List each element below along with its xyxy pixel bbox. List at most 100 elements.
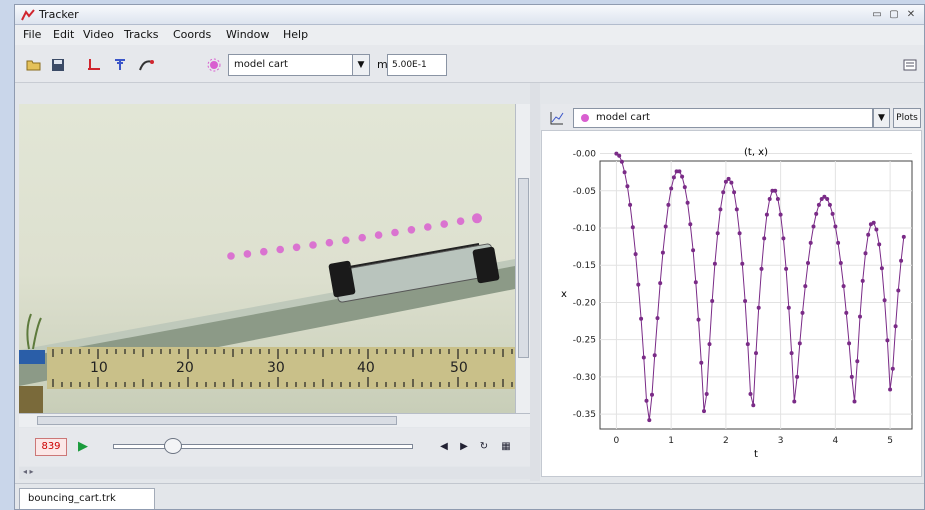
data-point[interactable]: [740, 261, 745, 266]
data-point[interactable]: [784, 266, 789, 271]
frame-slider[interactable]: [113, 444, 413, 449]
frame-counter[interactable]: 839: [35, 438, 67, 456]
data-point[interactable]: [770, 188, 775, 193]
track-selector[interactable]: model cart: [228, 54, 353, 76]
mass-field[interactable]: 5.00E-1: [387, 54, 447, 76]
data-point[interactable]: [778, 212, 783, 217]
data-point[interactable]: [756, 305, 761, 310]
data-point[interactable]: [685, 200, 690, 205]
data-point[interactable]: [715, 231, 720, 236]
data-point[interactable]: [844, 310, 849, 315]
data-point[interactable]: [630, 225, 635, 230]
data-point[interactable]: [789, 351, 794, 356]
video-view[interactable]: 10 20 30 40 50: [19, 104, 515, 413]
data-point[interactable]: [696, 317, 701, 322]
data-point[interactable]: [860, 278, 865, 283]
video-vertical-scrollbar[interactable]: [515, 104, 530, 419]
data-point[interactable]: [625, 184, 630, 189]
data-point[interactable]: [773, 188, 778, 193]
data-point[interactable]: [693, 280, 698, 285]
axes-button[interactable]: [83, 54, 105, 76]
data-point[interactable]: [877, 242, 882, 247]
video-horizontal-scrollbar[interactable]: [19, 413, 530, 427]
data-point[interactable]: [874, 227, 879, 232]
data-point[interactable]: [628, 202, 633, 207]
data-point[interactable]: [677, 169, 682, 174]
data-point[interactable]: [650, 392, 654, 397]
position-time-plot[interactable]: -0.00 -0.05 -0.10 -0.15 -0.20 -0.25 -0.30 -0.35…: [541, 130, 922, 477]
data-point[interactable]: [830, 211, 835, 216]
scrollbar-thumb[interactable]: [37, 416, 397, 425]
data-point[interactable]: [896, 288, 901, 293]
data-point[interactable]: [841, 284, 846, 289]
data-point[interactable]: [636, 282, 641, 287]
notes-button[interactable]: [899, 54, 921, 76]
data-point[interactable]: [619, 159, 624, 164]
data-point[interactable]: [704, 392, 709, 396]
data-point[interactable]: [712, 261, 717, 266]
menu-help[interactable]: Help: [283, 28, 309, 41]
data-point[interactable]: [816, 202, 821, 207]
menu-window[interactable]: Window: [226, 28, 270, 41]
data-point[interactable]: [827, 202, 832, 207]
loop-icon[interactable]: ↻: [479, 441, 489, 452]
data-point[interactable]: [879, 266, 884, 271]
data-point[interactable]: [633, 252, 638, 257]
data-point[interactable]: [808, 240, 813, 245]
data-point[interactable]: [833, 224, 838, 229]
data-point[interactable]: [726, 176, 731, 181]
data-point[interactable]: [852, 399, 857, 404]
data-point[interactable]: [702, 409, 706, 414]
data-point[interactable]: [863, 251, 868, 256]
data-point[interactable]: [803, 284, 808, 289]
step-back-icon[interactable]: ◀: [440, 441, 448, 452]
data-point[interactable]: [858, 314, 862, 319]
data-point[interactable]: [806, 261, 810, 265]
data-point[interactable]: [699, 360, 704, 365]
data-point[interactable]: [795, 374, 800, 379]
data-point[interactable]: [893, 324, 898, 329]
data-point[interactable]: [838, 261, 843, 265]
chevron-down-icon[interactable]: ▼: [873, 108, 890, 128]
data-point[interactable]: [836, 240, 841, 245]
data-point[interactable]: [767, 197, 772, 201]
data-point[interactable]: [644, 398, 649, 403]
minimize-icon[interactable]: ▭: [872, 9, 882, 20]
data-point[interactable]: [743, 299, 748, 303]
menu-coords[interactable]: Coords: [173, 28, 212, 41]
data-point[interactable]: [781, 236, 786, 241]
data-point[interactable]: [729, 180, 734, 185]
data-point[interactable]: [764, 212, 769, 217]
data-point[interactable]: [825, 197, 830, 201]
menu-file[interactable]: File: [23, 28, 42, 41]
menu-tracks[interactable]: Tracks: [124, 28, 159, 41]
calibration-button[interactable]: [109, 54, 131, 76]
data-point[interactable]: [754, 351, 758, 356]
data-point[interactable]: [885, 338, 890, 343]
data-point[interactable]: [641, 355, 646, 360]
chevron-down-icon[interactable]: ▼: [352, 54, 370, 76]
data-point[interactable]: [721, 190, 726, 195]
data-point[interactable]: [674, 169, 679, 174]
data-point[interactable]: [622, 170, 627, 175]
data-point[interactable]: [718, 207, 723, 212]
data-point[interactable]: [866, 232, 871, 237]
data-point[interactable]: [658, 281, 663, 286]
frame-slider-thumb[interactable]: [164, 438, 182, 454]
data-point[interactable]: [707, 342, 712, 347]
data-point[interactable]: [849, 374, 854, 379]
data-point[interactable]: [669, 186, 674, 191]
split-pane-divider[interactable]: [530, 83, 540, 481]
plot-track-selector[interactable]: model cart: [573, 108, 873, 128]
play-icon[interactable]: ▶: [78, 439, 88, 454]
data-point[interactable]: [660, 250, 665, 255]
data-point[interactable]: [691, 248, 696, 253]
data-point[interactable]: [888, 387, 893, 392]
close-icon[interactable]: ✕: [906, 9, 916, 20]
data-point[interactable]: [732, 190, 737, 195]
plots-button[interactable]: Plots: [893, 108, 921, 128]
data-point[interactable]: [748, 392, 753, 396]
data-point[interactable]: [617, 153, 622, 158]
data-point[interactable]: [775, 197, 780, 201]
data-point[interactable]: [614, 151, 619, 156]
